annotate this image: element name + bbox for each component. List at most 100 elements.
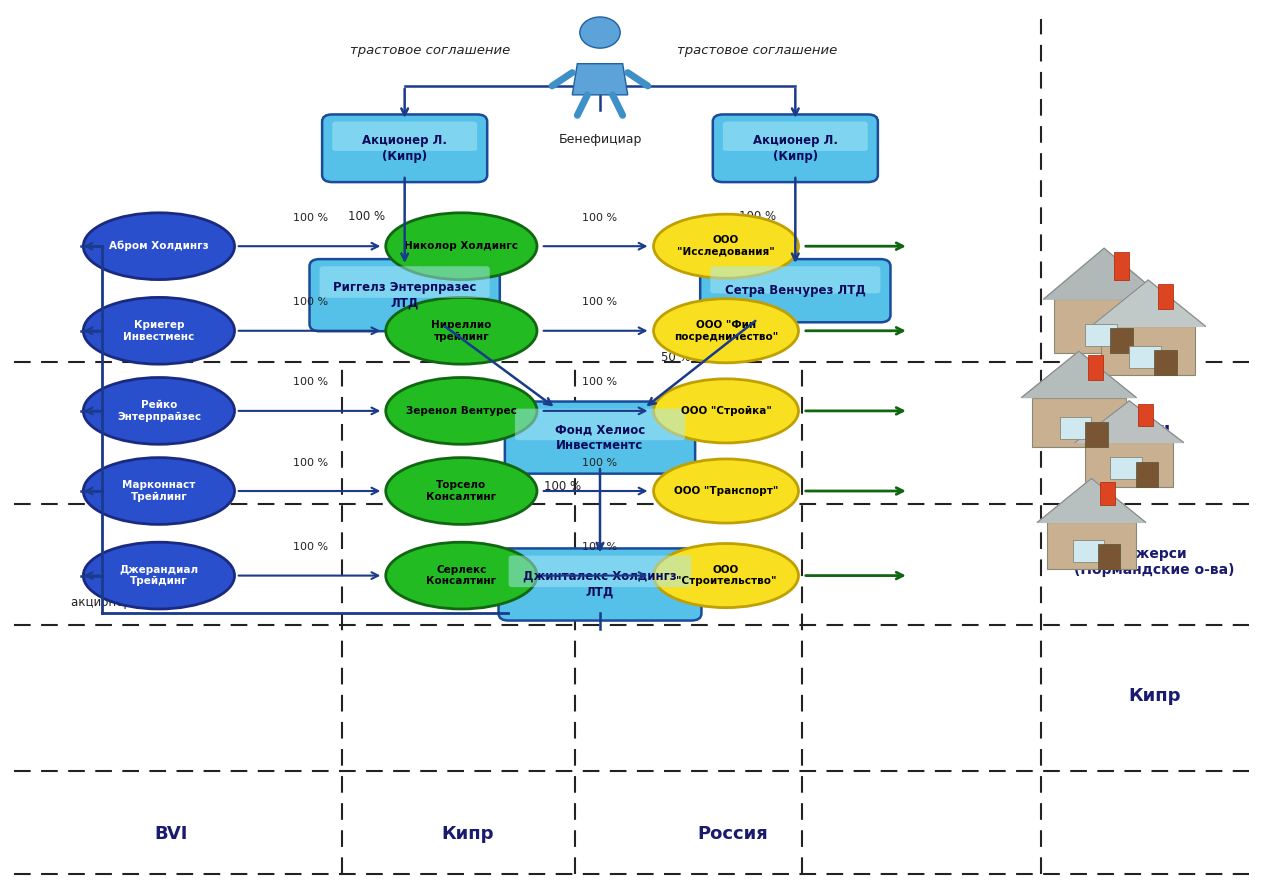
FancyBboxPatch shape	[1047, 522, 1135, 569]
Ellipse shape	[653, 459, 798, 523]
Text: Торсело
Консалтинг: Торсело Консалтинг	[427, 480, 496, 502]
Text: 100 %: 100 %	[582, 457, 618, 468]
FancyBboxPatch shape	[1100, 482, 1115, 505]
Ellipse shape	[653, 379, 798, 443]
Text: Россия: Россия	[697, 825, 768, 843]
Text: Джерси
(Нормандские о-ва): Джерси (Нормандские о-ва)	[1075, 547, 1235, 578]
Text: ООО "Стройка": ООО "Стройка"	[681, 405, 772, 416]
Text: ООО
"Строительство": ООО "Строительство"	[676, 564, 777, 587]
FancyBboxPatch shape	[1101, 326, 1196, 375]
Text: Акционер Л.
(Кипр): Акционер Л. (Кипр)	[362, 134, 447, 163]
FancyBboxPatch shape	[509, 555, 691, 588]
FancyBboxPatch shape	[1110, 328, 1133, 353]
FancyBboxPatch shape	[1110, 457, 1142, 480]
Text: Кипр: Кипр	[1128, 687, 1181, 705]
FancyBboxPatch shape	[1032, 397, 1127, 446]
FancyBboxPatch shape	[1085, 421, 1108, 446]
Text: Риггелз Энтерпразес
ЛТД: Риггелз Энтерпразес ЛТД	[333, 280, 476, 310]
Text: Джинталекс Холдингз
ЛТД: Джинталекс Холдингз ЛТД	[523, 570, 677, 599]
Text: 100 %: 100 %	[293, 542, 327, 552]
Text: 100 %: 100 %	[582, 297, 618, 307]
FancyBboxPatch shape	[1072, 539, 1104, 562]
Polygon shape	[1075, 401, 1183, 443]
FancyBboxPatch shape	[1129, 346, 1161, 368]
Text: Фонд Хелиос
Инвестментс: Фонд Хелиос Инвестментс	[554, 423, 645, 452]
FancyBboxPatch shape	[1158, 284, 1173, 308]
Text: 100 %: 100 %	[543, 480, 581, 493]
FancyBboxPatch shape	[505, 402, 695, 473]
FancyBboxPatch shape	[499, 548, 701, 621]
Text: ООО
"Исследования": ООО "Исследования"	[677, 236, 775, 257]
FancyBboxPatch shape	[332, 121, 477, 151]
FancyBboxPatch shape	[722, 121, 868, 151]
FancyBboxPatch shape	[712, 114, 878, 182]
Text: Марконнаст
Трейлинг: Марконнаст Трейлинг	[123, 480, 196, 502]
Ellipse shape	[83, 213, 235, 280]
Text: 50 %: 50 %	[661, 351, 691, 364]
Text: BVI: BVI	[155, 825, 188, 843]
Ellipse shape	[83, 297, 235, 364]
Ellipse shape	[385, 213, 537, 280]
Ellipse shape	[83, 457, 235, 524]
FancyBboxPatch shape	[1089, 355, 1104, 380]
FancyBboxPatch shape	[1154, 350, 1177, 375]
Text: 100 %: 100 %	[293, 297, 327, 307]
Ellipse shape	[580, 17, 620, 48]
Text: BVI: BVI	[1138, 424, 1171, 442]
Ellipse shape	[653, 214, 798, 279]
Ellipse shape	[385, 457, 537, 524]
Text: Джерандиал
Трейдинг: Джерандиал Трейдинг	[120, 564, 198, 587]
Text: 100 %: 100 %	[582, 542, 618, 552]
FancyBboxPatch shape	[1085, 443, 1173, 487]
Ellipse shape	[653, 544, 798, 607]
Text: 100 %: 100 %	[293, 457, 327, 468]
FancyBboxPatch shape	[309, 259, 500, 331]
Polygon shape	[1022, 351, 1137, 397]
Text: трастовое соглашение: трастовое соглашение	[677, 44, 837, 57]
Text: Сетра Венчурез ЛТД: Сетра Венчурез ЛТД	[725, 284, 865, 297]
Polygon shape	[1037, 479, 1146, 522]
FancyBboxPatch shape	[1053, 299, 1154, 353]
Text: Ниреллио
трейлинг: Ниреллио трейлинг	[431, 320, 491, 342]
Text: акционер 100 %: акционер 100 %	[71, 596, 172, 609]
Ellipse shape	[385, 297, 537, 364]
FancyBboxPatch shape	[1085, 323, 1116, 346]
Polygon shape	[572, 63, 628, 95]
Ellipse shape	[385, 542, 537, 609]
Text: Николор Холдингс: Николор Холдингс	[404, 241, 518, 251]
Text: 100 %: 100 %	[582, 378, 618, 388]
Text: 50 %: 50 %	[441, 351, 470, 364]
FancyBboxPatch shape	[1098, 544, 1120, 569]
FancyBboxPatch shape	[1138, 404, 1153, 427]
Ellipse shape	[385, 378, 537, 445]
Text: ООО "Фин
посредничество": ООО "Фин посредничество"	[674, 320, 778, 341]
Text: 100 %: 100 %	[293, 213, 327, 222]
Text: Зеренол Вентурес: Зеренол Вентурес	[405, 406, 517, 416]
Text: 100 %: 100 %	[293, 378, 327, 388]
Text: 100 %: 100 %	[582, 213, 618, 222]
Text: Бенефициар: Бенефициар	[558, 133, 642, 146]
Text: ООО "Транспорт": ООО "Транспорт"	[674, 486, 778, 496]
Text: Акционер Л.
(Кипр): Акционер Л. (Кипр)	[753, 134, 837, 163]
Text: Криегер
Инвестменс: Криегер Инвестменс	[124, 320, 195, 341]
Polygon shape	[1091, 280, 1205, 326]
Text: Кипр: Кипр	[442, 825, 494, 843]
Text: Серлекс
Консалтинг: Серлекс Консалтинг	[427, 564, 496, 587]
FancyBboxPatch shape	[1114, 252, 1129, 280]
Ellipse shape	[83, 378, 235, 445]
FancyBboxPatch shape	[1060, 417, 1091, 439]
Ellipse shape	[653, 299, 798, 363]
Ellipse shape	[83, 542, 235, 609]
Text: Рейко
Энтерпрайзес: Рейко Энтерпрайзес	[117, 400, 201, 421]
FancyBboxPatch shape	[322, 114, 488, 182]
FancyBboxPatch shape	[1135, 462, 1158, 487]
Text: трастовое соглашение: трастовое соглашение	[350, 44, 510, 57]
Text: 100 %: 100 %	[349, 211, 385, 223]
Polygon shape	[1043, 248, 1164, 299]
Text: 100 %: 100 %	[739, 211, 775, 223]
FancyBboxPatch shape	[710, 266, 880, 294]
FancyBboxPatch shape	[700, 259, 890, 322]
FancyBboxPatch shape	[320, 266, 490, 298]
FancyBboxPatch shape	[515, 409, 685, 440]
Text: Абром Холдингз: Абром Холдингз	[109, 241, 208, 252]
